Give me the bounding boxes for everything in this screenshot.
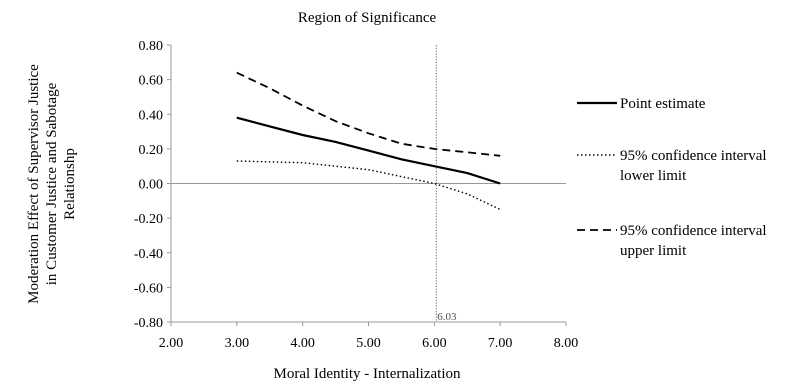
x-tick-label: 5.00 [356,336,381,351]
x-tick-label: 3.00 [225,336,250,351]
y-axis-title: Moderation Effect of Supervisor Justice … [26,64,78,304]
y-tick-label: 0.00 [139,178,164,193]
y-axis-title-line-2: in Customer Justice and Sabotage [44,82,60,285]
legend: Point estimate 95% confidence interval l… [577,96,770,259]
x-tick-label: 4.00 [290,336,315,351]
x-tick-label: 7.00 [488,336,513,351]
y-tick-label: 0.60 [139,74,164,89]
y-axis-title-line-3: Relationshp [62,148,78,220]
y-tick-label: -0.80 [134,316,163,331]
legend-label-upper-limit-line-2: upper limit [620,243,687,259]
y-tick-label: -0.20 [134,212,163,227]
legend-label-upper-limit-line-1: 95% confidence interval [620,223,767,239]
y-tick-label: 0.40 [139,108,164,123]
x-tick-label: 2.00 [159,336,184,351]
plot-area: 0.80 0.60 0.40 0.20 0.00 -0.20 -0.40 -0.60 -0.80… [134,39,578,351]
legend-label-point-estimate: Point estimate [620,96,706,112]
series-upper-limit [236,71,501,157]
y-axis-title-line-1: Moderation Effect of Supervisor Justice [26,64,42,304]
y-tick-label: 0.80 [139,39,164,54]
legend-label-lower-limit: 95% confidence interval lower limit [620,148,770,184]
y-tick-label: -0.40 [134,247,163,262]
chart-title: Region of Significance [298,10,437,26]
y-tick-label: -0.60 [134,281,163,296]
y-tick-label: 0.20 [139,143,164,158]
legend-label-lower-limit-line-2: lower limit [620,168,687,184]
x-tick-label: 8.00 [554,336,579,351]
x-tick-label: 6.00 [422,336,447,351]
reference-line-label: 6.03 [437,311,457,323]
legend-label-lower-limit-line-1: 95% confidence interval [620,148,767,164]
x-axis-title: Moral Identity - Internalization [273,366,461,382]
series-lower-limit [236,160,501,211]
legend-label-upper-limit: 95% confidence interval upper limit [620,223,770,259]
series-point-estimate [236,116,501,185]
